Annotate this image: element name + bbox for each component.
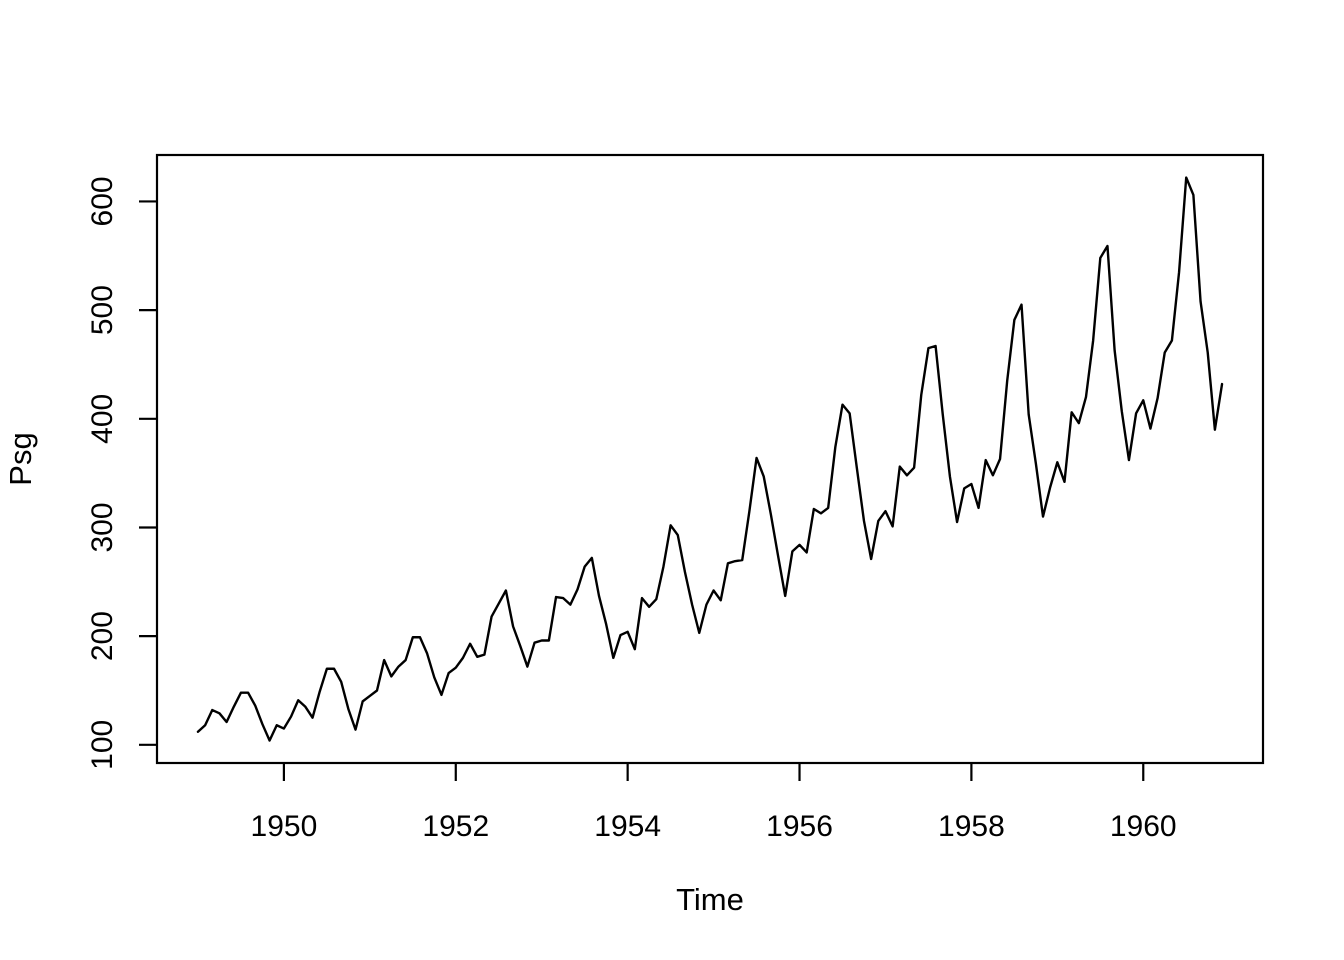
x-tick-label: 1956 <box>766 810 833 843</box>
x-tick-label: 1950 <box>251 810 318 843</box>
plot-box <box>155 153 1265 765</box>
x-axis-title: Time <box>676 882 744 917</box>
series-line <box>196 176 1224 742</box>
y-tick-label: 200 <box>86 611 119 661</box>
x-tick-label: 1954 <box>594 810 661 843</box>
y-tick-label: 500 <box>86 285 119 335</box>
series-group <box>196 176 1224 742</box>
y-tick-label: 100 <box>86 720 119 770</box>
y-tick-label: 400 <box>86 394 119 444</box>
x-tick-label: 1958 <box>938 810 1005 843</box>
y-tick-label: 600 <box>86 176 119 226</box>
x-tick-label: 1960 <box>1110 810 1177 843</box>
y-axis-title: Psg <box>3 432 38 485</box>
x-axis: 1950 1952 1954 1956 1958 1960 <box>251 763 1177 843</box>
y-axis: 100 200 300 400 500 600 <box>86 176 157 770</box>
x-tick-label: 1952 <box>422 810 489 843</box>
y-tick-label: 300 <box>86 502 119 552</box>
